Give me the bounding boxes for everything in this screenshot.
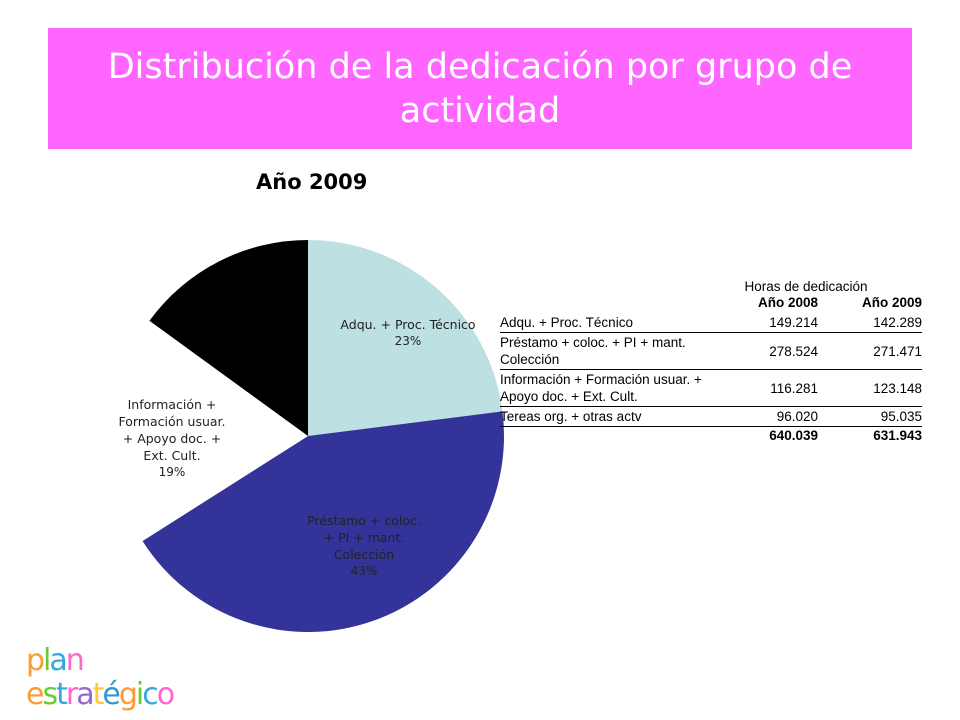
logo-letter: s [42, 677, 58, 712]
row-value-2008: 278.524 [769, 343, 818, 359]
table-row: Información + Formación usuar. + Apoyo d… [500, 370, 922, 407]
slice-label-prestamo: Préstamo + coloc. + PI + mant. Colección… [304, 512, 424, 580]
slice-label-informacion-text: Información + Formación usuar. + Apoyo d… [118, 397, 226, 463]
slice-label-informacion: Información + Formación usuar. + Apoyo d… [112, 396, 232, 481]
logo-letter: é [102, 677, 121, 712]
row-label: Adqu. + Proc. Técnico [500, 315, 633, 330]
slice-label-adqu: Adqu. + Proc. Técnico 23% [338, 316, 478, 350]
slice-label-prestamo-text: Préstamo + coloc. + PI + mant. Colección [307, 513, 421, 562]
table-caption: Horas de dedicación [744, 279, 868, 294]
slide-title: Distribución de la dedicación por grupo … [107, 46, 853, 131]
logo-letter: t [92, 677, 105, 712]
row-value-2009: 271.471 [873, 343, 922, 359]
table-row: Préstamo + coloc. + PI + mant. Colección… [500, 333, 922, 370]
logo-letter: c [142, 677, 158, 712]
logo-letter: o [156, 677, 175, 712]
row-value-2009: 95.035 [880, 409, 922, 424]
plan-estrategico-logo: plan estratégico [26, 643, 175, 714]
table-header-label [500, 295, 714, 313]
logo-letter: p [26, 643, 45, 678]
chart-title: Año 2009 [256, 170, 368, 194]
table-row: Tereas org. + otras actv 96.020 95.035 [500, 407, 922, 427]
total-2008: 640.039 [769, 428, 818, 443]
row-label: Préstamo + coloc. + PI + mant. Colección [500, 335, 686, 367]
pie-slice-3 [149, 240, 308, 436]
total-label [500, 427, 714, 445]
pie-slice-0 [308, 240, 503, 436]
logo-letter: a [49, 643, 67, 678]
table-header-2008: Año 2008 [757, 295, 818, 310]
slice-label-prestamo-percent: 43% [350, 564, 378, 578]
hours-table-area: Horas de dedicación Año 2008 Año 2009 Ad… [500, 279, 922, 444]
logo-line-plan: plan [26, 643, 85, 678]
slice-label-adqu-percent: 23% [394, 334, 422, 348]
logo-letter: t [56, 677, 68, 712]
logo-letter: i [135, 677, 144, 712]
total-2009: 631.943 [873, 428, 922, 443]
table-header-row: Año 2008 Año 2009 [500, 295, 922, 313]
logo-line-estrategico: estratégico [26, 677, 175, 712]
row-value-2009: 142.289 [873, 315, 922, 330]
row-label: Información + Formación usuar. + Apoyo d… [500, 372, 702, 404]
row-value-2009: 123.148 [873, 380, 922, 396]
slice-label-informacion-percent: 19% [158, 465, 186, 479]
logo-letter: r [65, 677, 78, 712]
logo-letter: g [118, 677, 138, 712]
pie-slice-1 [142, 411, 505, 632]
table-header-2009: Año 2009 [861, 295, 922, 310]
logo-letter: n [65, 643, 85, 678]
hours-table: Año 2008 Año 2009 Adqu. + Proc. Técnico … [500, 295, 922, 444]
table-row: Adqu. + Proc. Técnico 149.214 142.289 [500, 313, 922, 333]
logo-letter: e [26, 677, 45, 712]
logo-letter: a [76, 677, 94, 712]
row-value-2008: 116.281 [770, 380, 818, 396]
row-value-2008: 96.020 [776, 409, 818, 424]
row-value-2008: 149.214 [769, 315, 818, 330]
slice-label-adqu-text: Adqu. + Proc. Técnico [340, 317, 476, 332]
pie-slice-2 [112, 320, 309, 542]
title-banner: Distribución de la dedicación por grupo … [48, 28, 912, 149]
table-total-row: 640.039 631.943 [500, 427, 922, 445]
logo-letter: l [43, 643, 51, 678]
row-label: Tereas org. + otras actv [500, 409, 642, 424]
